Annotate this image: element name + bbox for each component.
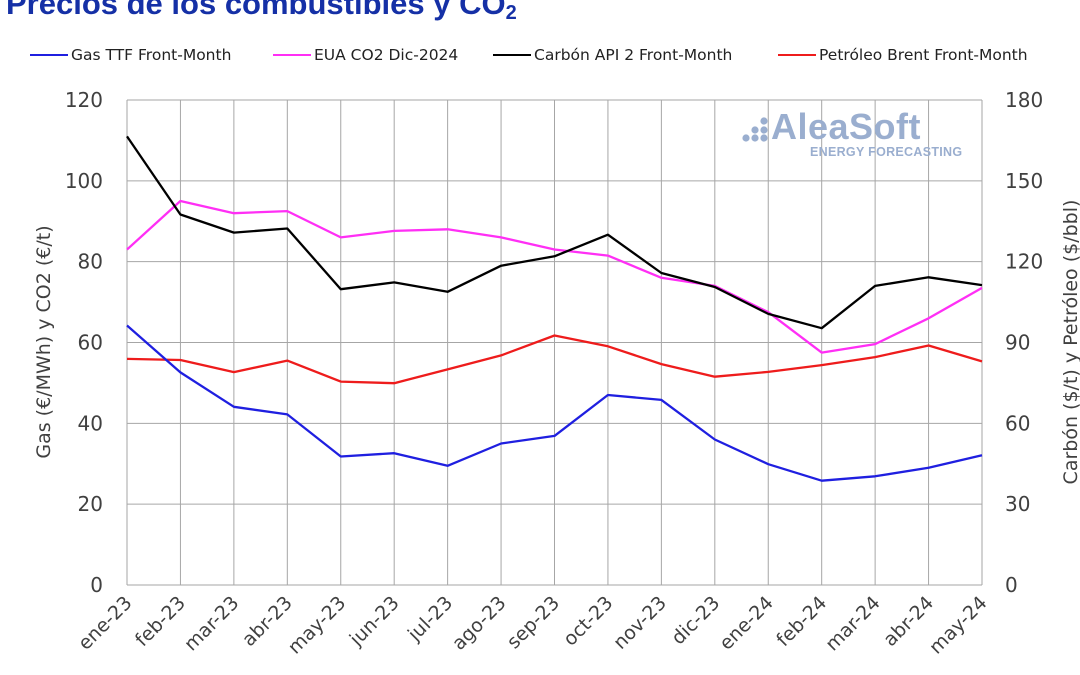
x-category-label: ene-24: [715, 592, 778, 655]
x-category-label: mar-23: [180, 592, 243, 655]
x-category-label: oct-23: [559, 592, 617, 650]
logo-tagline: ENERGY FORECASTING: [810, 145, 963, 159]
left-y-tick-label: 60: [78, 331, 103, 355]
legend-swatch: [273, 53, 311, 57]
chart-title: Precios de los combustibles y CO2: [6, 0, 517, 25]
right-y-tick-label: 60: [1005, 411, 1030, 435]
chart-legend: Gas TTF Front-Month EUA CO2 Dic-2024 Carbó…: [0, 46, 1080, 70]
logo-dots-icon: [742, 117, 768, 142]
left-y-axis-ticks: 0 20 40 60 80 100 120: [65, 88, 103, 597]
right-y-tick-label: 0: [1005, 573, 1018, 597]
legend-label: EUA CO2 Dic-2024: [314, 46, 459, 64]
left-y-tick-label: 0: [90, 573, 103, 597]
legend-item: Carbón API 2 Front-Month: [493, 46, 732, 64]
left-y-tick-label: 80: [78, 250, 103, 274]
legend-label: Gas TTF Front-Month: [71, 46, 232, 64]
legend-swatch: [30, 53, 68, 57]
legend-item: Gas TTF Front-Month: [30, 46, 231, 64]
right-y-tick-label: 150: [1005, 169, 1043, 193]
chart-series-lines: [126, 135, 983, 482]
right-y-tick-label: 180: [1005, 88, 1043, 112]
x-category-label: nov-23: [609, 592, 671, 654]
chart-title-subscript: 2: [505, 2, 517, 24]
right-y-tick-label: 120: [1005, 250, 1043, 274]
chart-title-main: Precios de los combustibles y CO: [6, 0, 506, 21]
x-category-label: may-23: [284, 592, 351, 659]
series-line-1: [126, 324, 983, 482]
aleasoft-logo: AleaSoft ENERGY FORECASTING: [737, 106, 977, 166]
right-y-tick-label: 90: [1005, 331, 1030, 355]
logo-wordmark: AleaSoft: [771, 106, 922, 147]
left-y-tick-label: 20: [78, 492, 103, 516]
x-category-label: mar-24: [821, 592, 884, 655]
legend-swatch: [778, 53, 816, 57]
x-category-label: may-24: [925, 592, 992, 659]
legend-label: Petróleo Brent Front-Month: [819, 46, 1028, 64]
right-y-axis-label: Carbón ($/t) y Petróleo ($/bbl): [1060, 200, 1080, 485]
series-line-2: [126, 199, 983, 354]
left-y-tick-label: 40: [78, 411, 103, 435]
x-category-label: ago-23: [448, 592, 511, 655]
x-category-label: ene-23: [74, 592, 137, 655]
x-category-label: jun-23: [345, 592, 404, 651]
left-y-tick-label: 120: [65, 88, 103, 112]
right-y-axis-ticks: 0 30 60 90 120 150 180: [1005, 88, 1043, 597]
legend-item: Petróleo Brent Front-Month: [778, 46, 1028, 64]
chart-gridlines: [126, 99, 983, 586]
left-y-tick-label: 100: [65, 169, 103, 193]
legend-item: EUA CO2 Dic-2024: [273, 46, 458, 64]
left-y-axis-label: Gas (€/MWh) y CO2 (€/t): [33, 225, 55, 458]
x-category-label: sep-23: [503, 592, 564, 653]
right-y-tick-label: 30: [1005, 492, 1030, 516]
legend-label: Carbón API 2 Front-Month: [534, 46, 733, 64]
series-line-3: [126, 135, 983, 330]
legend-swatch: [493, 53, 531, 57]
series-line-4: [126, 334, 983, 385]
